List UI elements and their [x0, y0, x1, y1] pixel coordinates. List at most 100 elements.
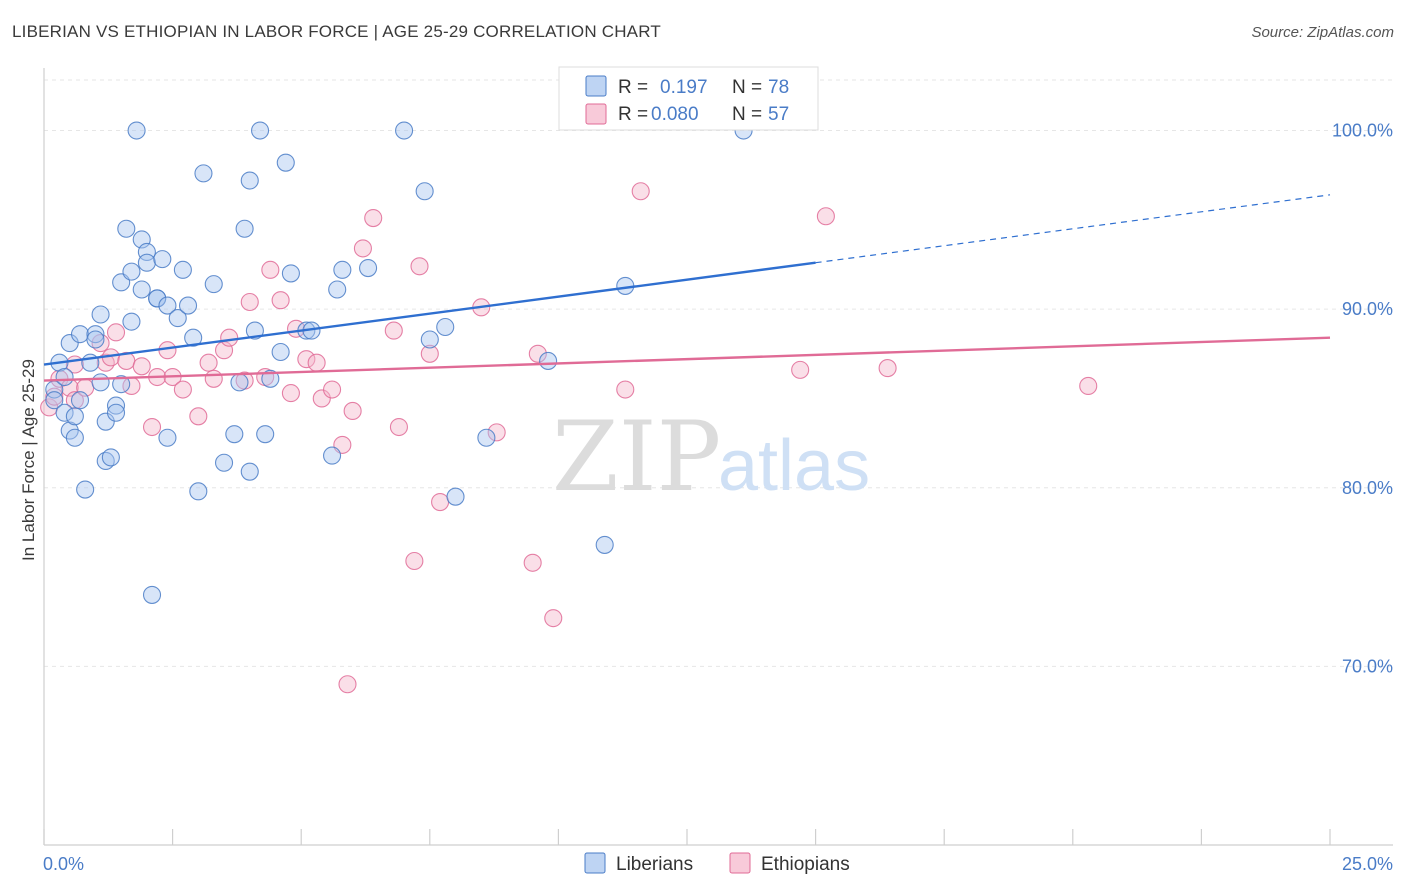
liberians-point	[142, 585, 162, 604]
ethiopians-point	[420, 344, 439, 363]
legend-r-label-liberians: R =	[618, 77, 648, 98]
y-tick-label: 90.0%	[1342, 299, 1393, 319]
liberians-point	[91, 305, 110, 324]
liberians-points	[45, 121, 753, 604]
ethiopians-point	[307, 353, 326, 372]
legend-n-label-ethiopians: N =	[732, 104, 762, 125]
ethiopians-point	[544, 609, 563, 628]
liberians-point	[230, 373, 249, 392]
chart-title: LIBERIAN VS ETHIOPIAN IN LABOR FORCE | A…	[12, 22, 661, 41]
x-tick-label-left: 0.0%	[43, 854, 84, 874]
watermark-zip: ZIP	[552, 401, 721, 513]
ethiopians-point	[96, 353, 115, 372]
liberians-point	[153, 250, 172, 269]
liberians-point	[184, 328, 203, 347]
ethiopians-point	[431, 492, 450, 512]
liberians-point	[117, 219, 136, 238]
ethiopians-point	[364, 208, 383, 228]
liberians-point	[60, 334, 79, 353]
liberians-point	[86, 330, 105, 349]
liberians-point	[101, 448, 120, 467]
liberians-point	[539, 351, 558, 370]
liberians-point	[132, 280, 151, 299]
trendlines	[43, 194, 1331, 382]
legend-r-value-liberians: 0.197	[660, 77, 708, 98]
ethiopians-point	[791, 360, 810, 379]
liberians-point	[415, 182, 434, 201]
liberians-point	[45, 391, 64, 410]
legend-n-value-ethiopians: 57	[768, 104, 789, 125]
liberians-point	[328, 280, 347, 299]
ethiopians-point	[132, 357, 151, 376]
liberians-point	[76, 480, 95, 499]
legend-n-label-liberians: N =	[732, 77, 762, 98]
liberians-point	[70, 325, 90, 344]
liberians-point	[333, 260, 352, 279]
ethiopians-point	[297, 350, 316, 369]
liberians-point	[127, 121, 146, 140]
liberians-point	[595, 535, 614, 554]
legend-swatch-ethiopians	[585, 103, 607, 125]
bottom-legend-label-ethiopians: Ethiopians	[761, 854, 850, 875]
ethiopians-point	[816, 207, 835, 226]
ethiopians-point	[389, 417, 408, 437]
liberians-point	[158, 296, 177, 315]
liberians-point	[214, 453, 234, 472]
ethiopians-point	[261, 260, 280, 279]
liberians-trendline	[43, 261, 816, 366]
liberians-point	[106, 403, 126, 422]
liberians-point	[225, 425, 244, 444]
liberians-point	[96, 412, 115, 431]
y-tick-label: 80.0%	[1342, 478, 1393, 498]
ethiopians-point	[199, 353, 218, 372]
liberians-point	[148, 289, 167, 308]
liberians-point	[281, 264, 300, 283]
liberians-point	[245, 321, 264, 340]
liberians-point	[168, 309, 187, 328]
bottom-legend-swatch-liberians	[584, 852, 606, 874]
ethiopians-point	[281, 384, 300, 403]
liberians-point	[194, 164, 213, 183]
ethiopians-point	[106, 323, 126, 342]
liberians-point	[261, 369, 280, 388]
liberians-point	[65, 428, 84, 447]
x-tick-label-right: 25.0%	[1342, 854, 1393, 874]
legend-r-label-ethiopians: R =	[618, 104, 648, 125]
liberians-point	[106, 396, 126, 415]
watermark-atlas: atlas	[718, 426, 870, 506]
liberians-point	[271, 342, 290, 362]
liberians-point	[240, 462, 259, 481]
liberians-point	[137, 253, 156, 272]
ethiopians-point	[312, 389, 331, 408]
liberians-point	[395, 121, 414, 140]
liberians-point	[178, 296, 198, 315]
liberians-point	[55, 403, 74, 422]
liberians-point	[122, 262, 141, 281]
ethiopians-point	[343, 401, 362, 421]
ethiopians-point	[204, 369, 223, 388]
ethiopians-point	[405, 551, 424, 571]
ethiopians-point	[487, 423, 506, 442]
watermark: ZIP atlas	[552, 401, 870, 513]
ethiopians-point	[523, 553, 542, 572]
ethiopians-point	[353, 239, 372, 258]
ethiopians-point	[410, 257, 429, 276]
ethiopians-point	[1079, 376, 1098, 395]
correlation-legend: R = 0.197 N = 78 R = 0.080 N = 57	[558, 66, 819, 131]
liberians-point	[86, 325, 105, 344]
ethiopians-point	[384, 321, 403, 340]
liberians-point	[276, 153, 295, 172]
y-tick-labels: 70.0% 80.0% 90.0% 100.0%	[1332, 121, 1393, 677]
legend-r-value-ethiopians: 0.080	[651, 104, 699, 125]
ethiopians-point	[158, 341, 177, 360]
liberians-point	[173, 260, 192, 279]
liberians-point	[96, 451, 115, 471]
legend-n-value-liberians: 78	[768, 77, 789, 98]
ethiopians-trendline	[43, 336, 1331, 382]
liberians-point	[204, 275, 223, 294]
liberians-point	[65, 407, 84, 426]
y-tick-label: 70.0%	[1342, 656, 1393, 676]
liberians-point	[137, 242, 156, 262]
ethiopians-point	[240, 292, 259, 312]
